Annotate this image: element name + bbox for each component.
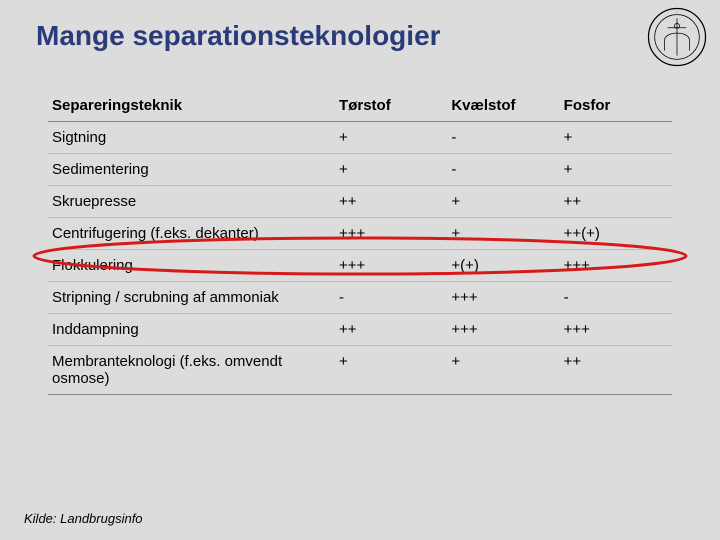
- cell-value: -: [447, 122, 559, 154]
- university-seal-icon: •: [646, 6, 708, 68]
- cell-value: ++: [335, 186, 447, 218]
- cell-technique: Membranteknologi (f.eks. omvendt osmose): [48, 346, 335, 395]
- cell-value: +: [335, 346, 447, 395]
- cell-technique: Sigtning: [48, 122, 335, 154]
- cell-technique: Centrifugering (f.eks. dekanter): [48, 218, 335, 250]
- cell-technique: Flokkulering: [48, 250, 335, 282]
- table-row: Skruepresse ++ + ++: [48, 186, 672, 218]
- table-header-row: Separeringsteknik Tørstof Kvælstof Fosfo…: [48, 90, 672, 122]
- cell-value: +++: [447, 314, 559, 346]
- cell-value: +++: [447, 282, 559, 314]
- cell-value: +: [447, 218, 559, 250]
- cell-technique: Inddampning: [48, 314, 335, 346]
- table-row: Centrifugering (f.eks. dekanter) +++ + +…: [48, 218, 672, 250]
- cell-technique: Sedimentering: [48, 154, 335, 186]
- cell-value: +: [560, 122, 672, 154]
- cell-value: -: [447, 154, 559, 186]
- slide: Mange separationsteknologier •: [0, 0, 720, 540]
- col-header: Tørstof: [335, 90, 447, 122]
- table-row: Sigtning + - +: [48, 122, 672, 154]
- col-header: Separeringsteknik: [48, 90, 335, 122]
- col-header: Fosfor: [560, 90, 672, 122]
- cell-technique: Skruepresse: [48, 186, 335, 218]
- cell-value: +: [335, 122, 447, 154]
- table-row: Stripning / scrubning af ammoniak - +++ …: [48, 282, 672, 314]
- cell-technique: Stripning / scrubning af ammoniak: [48, 282, 335, 314]
- cell-value: ++: [335, 314, 447, 346]
- svg-text:•: •: [676, 10, 677, 14]
- cell-value: +: [447, 186, 559, 218]
- cell-value: +(+): [447, 250, 559, 282]
- col-header: Kvælstof: [447, 90, 559, 122]
- cell-value: +: [447, 346, 559, 395]
- table-row: Sedimentering + - +: [48, 154, 672, 186]
- cell-value: +: [335, 154, 447, 186]
- cell-value: ++: [560, 186, 672, 218]
- slide-title: Mange separationsteknologier: [36, 20, 441, 52]
- cell-value: -: [560, 282, 672, 314]
- cell-value: +++: [560, 314, 672, 346]
- cell-value: +++: [560, 250, 672, 282]
- separation-table: Separeringsteknik Tørstof Kvælstof Fosfo…: [48, 90, 672, 395]
- cell-value: ++: [560, 346, 672, 395]
- source-citation: Kilde: Landbrugsinfo: [24, 511, 143, 526]
- table-row: Membranteknologi (f.eks. omvendt osmose)…: [48, 346, 672, 395]
- cell-value: ++(+): [560, 218, 672, 250]
- table-row: Inddampning ++ +++ +++: [48, 314, 672, 346]
- table-row: Flokkulering +++ +(+) +++: [48, 250, 672, 282]
- cell-value: +++: [335, 250, 447, 282]
- cell-value: +++: [335, 218, 447, 250]
- cell-value: +: [560, 154, 672, 186]
- cell-value: -: [335, 282, 447, 314]
